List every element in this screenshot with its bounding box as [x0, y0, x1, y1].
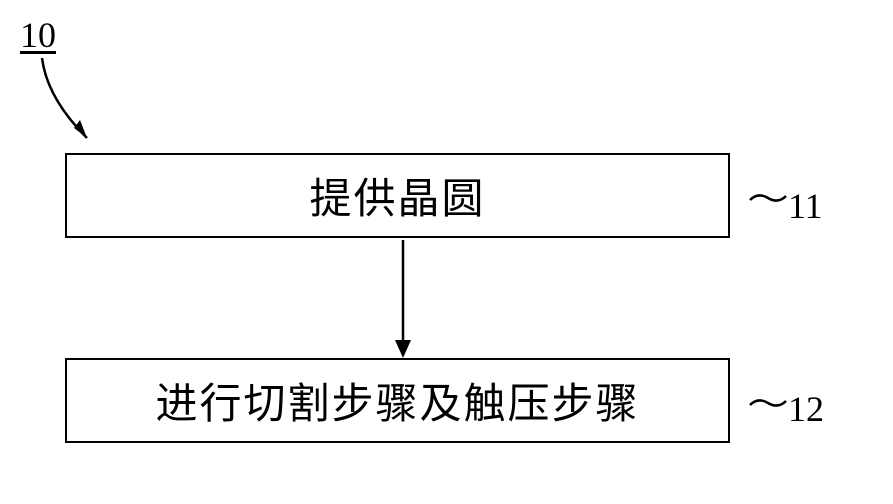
box-2-text: 进行切割步骤及触压步骤 [155, 370, 639, 431]
tilde-connector-12 [748, 393, 788, 413]
curved-arrow-icon [32, 58, 112, 153]
ref-label-10: 10 [20, 14, 56, 56]
ref-label-12: 12 [788, 388, 824, 430]
down-arrow-icon [393, 240, 413, 358]
flowchart-box-2: 进行切割步骤及触压步骤 [65, 358, 730, 443]
tilde-connector-11 [748, 188, 788, 208]
ref-label-11: 11 [788, 185, 823, 227]
flowchart-box-1: 提供晶圆 [65, 153, 730, 238]
box-1-text: 提供晶圆 [309, 165, 485, 226]
